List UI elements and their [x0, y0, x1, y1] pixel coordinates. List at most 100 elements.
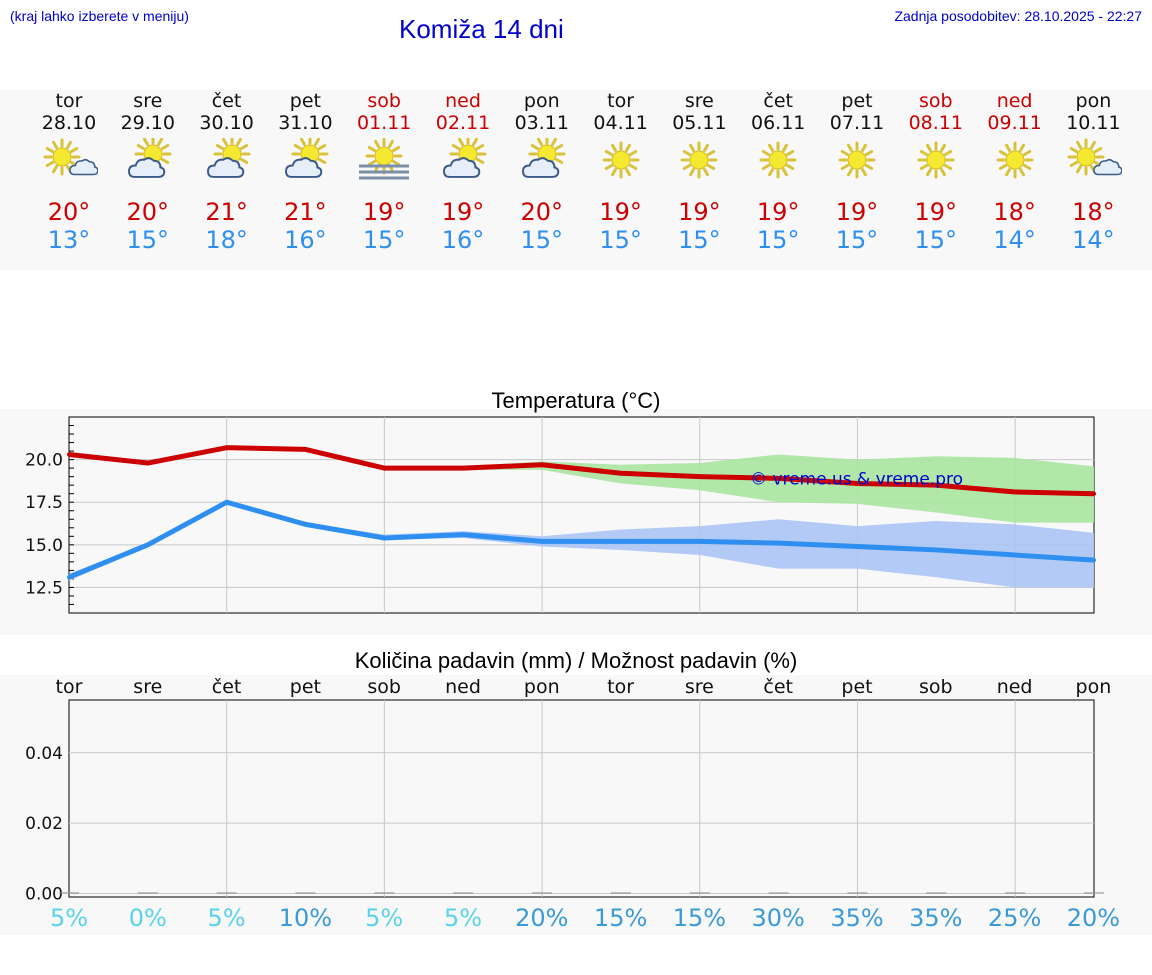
max-temperature: 18°	[1072, 198, 1115, 226]
sun-cloud-icon	[29, 138, 109, 182]
forecast-day: čet 06.11	[738, 90, 818, 182]
sun-icon	[738, 138, 818, 182]
min-temperature-point	[461, 532, 466, 537]
min-temperature: 18°	[205, 226, 248, 254]
min-temperature: 15°	[520, 226, 564, 254]
max-temperature: 19°	[362, 198, 406, 226]
max-temperature-band	[69, 445, 1094, 523]
precipitation-day-label: sre	[133, 676, 163, 698]
day-name: ned	[996, 90, 1033, 112]
temperature-chart: 20.0 17.5 15.0 12.5 © vreme.us & vreme.pro	[25, 416, 1096, 614]
day-name: sob	[919, 90, 953, 112]
precipitation-chance: 0%	[128, 904, 167, 932]
precipitation-bar	[926, 892, 947, 894]
day-date: 30.10	[199, 112, 254, 134]
forecast-day: sob 01.11	[344, 90, 424, 182]
forecast-day: tor 04.11	[581, 90, 661, 182]
min-temperature-point	[1092, 558, 1096, 563]
day-date: 03.11	[514, 112, 569, 134]
precipitation-bar	[532, 892, 553, 894]
forecast-day: pet 07.11	[817, 90, 897, 182]
sun-icon	[975, 138, 1055, 182]
max-temperature: 20°	[520, 198, 564, 226]
day-date: 07.11	[829, 112, 885, 134]
y-tick-label: 0.02	[25, 814, 63, 834]
precipitation-bar	[689, 892, 710, 894]
precipitation-chance: 30%	[751, 904, 805, 932]
min-temperature: 16°	[284, 226, 327, 254]
min-temperature: 15°	[678, 226, 721, 254]
min-temperature: 15°	[756, 226, 800, 254]
min-temperature: 14°	[993, 226, 1036, 254]
forecast-day: čet 30.10	[187, 90, 267, 182]
y-tick-label: 17.5	[25, 493, 63, 513]
y-tick-label: 15.0	[25, 536, 63, 556]
max-temperature-point	[382, 466, 387, 471]
day-date: 29.10	[120, 112, 175, 134]
precipitation-day-label: čet	[763, 676, 793, 698]
precipitation-bar	[768, 892, 789, 894]
max-temperature: 19°	[835, 198, 879, 226]
precipitation-chance: 5%	[365, 904, 404, 932]
precipitation-day-label: tor	[55, 676, 83, 698]
precipitation-chance: 20%	[515, 904, 569, 932]
min-temperature: 15°	[362, 226, 406, 254]
day-name: pet	[289, 90, 321, 112]
precipitation-chance: 20%	[1066, 904, 1121, 932]
precipitation-bar	[1005, 892, 1026, 894]
location-hint-link[interactable]: (kraj lahko izberete v meniju)	[10, 8, 189, 24]
min-temperature: 13°	[47, 226, 91, 254]
min-temperature: 15°	[599, 226, 642, 254]
max-temperature: 19°	[914, 198, 958, 226]
max-temperature: 21°	[284, 198, 327, 226]
forecast-day: pet 31.10	[265, 90, 345, 182]
max-temperature-point	[1092, 491, 1096, 496]
day-date: 02.11	[435, 112, 491, 134]
min-temperature-point	[855, 544, 860, 549]
sun-icon	[896, 138, 976, 182]
forecast-day: sob 08.11	[896, 90, 976, 182]
max-temperature-point	[145, 461, 150, 466]
max-temperature: 18°	[993, 198, 1036, 226]
day-date: 09.11	[987, 112, 1042, 134]
max-temperature-point	[776, 476, 781, 481]
max-temperature-point	[224, 445, 229, 450]
sun-icon	[659, 138, 739, 182]
precipitation-bar	[137, 892, 158, 894]
precipitation-bar	[216, 892, 237, 894]
max-temperature-point	[303, 447, 308, 452]
min-temperature: 15°	[914, 226, 958, 254]
day-date: 10.11	[1066, 112, 1121, 134]
precipitation-bar	[453, 892, 474, 894]
day-date: 28.10	[41, 112, 97, 134]
precipitation-day-label: pon	[1075, 676, 1112, 698]
day-name: pet	[841, 90, 873, 112]
day-name: čet	[763, 90, 793, 112]
precipitation-chance: 5%	[443, 904, 483, 932]
precipitation-chance: 10%	[278, 904, 333, 932]
max-temperature-line	[68, 445, 1095, 497]
max-temperature: 21°	[205, 198, 248, 226]
max-temperature-point	[934, 483, 939, 488]
min-temperature: 15°	[835, 226, 879, 254]
day-name: tor	[607, 90, 635, 112]
precipitation-day-label: sre	[684, 676, 714, 698]
min-temperature-point	[776, 541, 781, 546]
temperature-chart-title: Temperatura (°C)	[491, 388, 661, 413]
forecast-day: sre 29.10	[108, 90, 188, 182]
page-title: Komiža 14 dni	[399, 14, 564, 44]
precipitation-chart-title: Količina padavin (mm) / Možnost padavin …	[354, 648, 798, 673]
precipitation-bar	[374, 892, 395, 894]
precipitation-bar	[610, 892, 631, 894]
cloud-sun-icon	[265, 138, 345, 182]
y-tick-label: 0.04	[25, 744, 63, 764]
max-temperature: 19°	[678, 198, 721, 226]
precipitation-day-label: pet	[289, 676, 321, 698]
day-name: pon	[1075, 90, 1112, 112]
min-temperature-point	[382, 536, 387, 541]
day-date: 05.11	[672, 112, 727, 134]
precipitation-day-label: čet	[211, 676, 242, 698]
sun-cloud-icon	[1053, 138, 1133, 182]
min-temperature-point	[934, 547, 939, 552]
precipitation-day-label: sob	[367, 676, 401, 698]
